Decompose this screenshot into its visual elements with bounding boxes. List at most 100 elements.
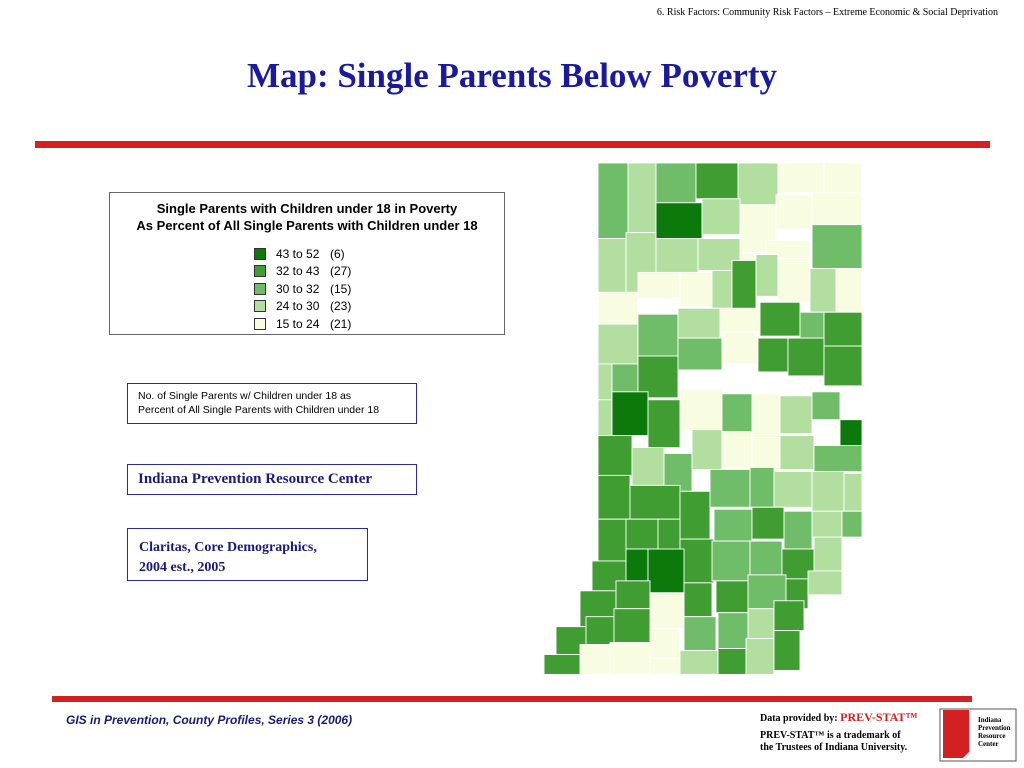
county-shape bbox=[731, 260, 757, 315]
county-shape bbox=[749, 466, 775, 508]
county-shape bbox=[823, 345, 863, 387]
county-shape bbox=[709, 468, 751, 508]
county-shape bbox=[779, 395, 813, 435]
county-shape bbox=[737, 162, 779, 206]
center-name-box: Indiana Prevention Resource Center bbox=[127, 464, 417, 495]
data-provided-label: Data provided by: bbox=[760, 713, 838, 724]
description-box: No. of Single Parents w/ Children under … bbox=[127, 383, 417, 424]
county-shape bbox=[679, 389, 723, 431]
iprc-logo bbox=[939, 708, 1017, 762]
county-shape bbox=[811, 192, 863, 226]
county-shape bbox=[649, 592, 685, 630]
county-shape bbox=[773, 600, 805, 632]
county-shape bbox=[647, 548, 685, 594]
county-shape bbox=[711, 540, 751, 582]
county-shape bbox=[543, 654, 581, 675]
legend-range: 43 to 52 bbox=[276, 246, 320, 261]
top-divider bbox=[35, 141, 990, 148]
county-shape bbox=[807, 570, 843, 596]
county-shape bbox=[773, 630, 801, 671]
county-shape bbox=[649, 658, 681, 675]
county-shape bbox=[715, 580, 749, 614]
county-shape bbox=[799, 311, 825, 339]
county-shape bbox=[625, 518, 659, 550]
county-shape bbox=[647, 399, 681, 448]
legend-item: 30 to 32 (15) bbox=[254, 280, 370, 298]
county-shape bbox=[597, 474, 631, 520]
county-shapes bbox=[543, 162, 863, 675]
description-line: No. of Single Parents w/ Children under … bbox=[138, 390, 352, 402]
header-note: 6. Risk Factors: Community Risk Factors … bbox=[656, 7, 998, 18]
county-shape bbox=[843, 472, 863, 512]
legend-item: 43 to 52 (6) bbox=[254, 245, 370, 263]
bottom-divider bbox=[52, 696, 972, 702]
map-legend: Single Parents with Children under 18 in… bbox=[109, 192, 505, 335]
legend-swatch bbox=[254, 247, 266, 260]
county-shape bbox=[683, 582, 713, 618]
legend-items: 43 to 52 (6) 32 to 43 (27) 30 to 32 (15) 24 to… bbox=[254, 245, 370, 333]
source-line: 2004 est., 2005 bbox=[139, 560, 226, 575]
legend-count: (23) bbox=[330, 299, 352, 314]
county-shape bbox=[775, 194, 813, 230]
county-shape bbox=[751, 437, 781, 470]
county-shape bbox=[835, 267, 863, 313]
description-line: Percent of All Single Parents with Child… bbox=[138, 404, 380, 416]
county-shape bbox=[679, 271, 713, 307]
county-shape bbox=[751, 393, 781, 439]
county-shape bbox=[627, 162, 657, 234]
county-shape bbox=[679, 490, 711, 540]
county-shape bbox=[809, 267, 837, 313]
county-shape bbox=[631, 447, 665, 486]
county-shape bbox=[713, 508, 753, 542]
legend-item: 24 to 30 (23) bbox=[254, 298, 370, 316]
trademark-line: PREV-STAT™ is a trademark of bbox=[760, 730, 901, 741]
county-shape bbox=[701, 198, 741, 236]
legend-swatch bbox=[254, 300, 266, 313]
county-shape bbox=[613, 608, 651, 644]
footer-series: GIS in Prevention, County Profiles, Seri… bbox=[66, 713, 353, 727]
county-shape bbox=[783, 510, 813, 550]
county-shape bbox=[745, 638, 775, 675]
county-shape bbox=[611, 363, 639, 395]
county-shape bbox=[759, 301, 801, 337]
county-shape bbox=[691, 429, 723, 470]
legend-count: (15) bbox=[330, 281, 352, 296]
county-shape bbox=[841, 510, 863, 538]
county-shape bbox=[721, 431, 753, 468]
county-shape bbox=[747, 608, 775, 640]
county-shape bbox=[711, 269, 733, 309]
county-shape bbox=[757, 337, 789, 373]
county-shape bbox=[597, 399, 613, 437]
county-shape bbox=[721, 393, 753, 433]
brand-name: PREV-STAT™ bbox=[840, 710, 918, 724]
county-shape bbox=[777, 258, 811, 303]
county-shape bbox=[591, 560, 627, 592]
logo-text-line: Center bbox=[978, 740, 999, 748]
county-shape bbox=[597, 323, 639, 365]
legend-range: 15 to 24 bbox=[276, 316, 320, 331]
legend-item: 15 to 24 (21) bbox=[254, 315, 370, 333]
legend-item: 32 to 43 (27) bbox=[254, 263, 370, 281]
county-shape bbox=[811, 470, 845, 512]
legend-title: Single Parents with Children under 18 in… bbox=[156, 201, 458, 216]
county-shape bbox=[679, 650, 719, 675]
county-shape bbox=[637, 313, 679, 357]
logo-text: Indiana Prevention Resource Center bbox=[978, 716, 1011, 748]
legend-swatch bbox=[254, 317, 266, 330]
county-shape bbox=[717, 612, 749, 649]
county-shape bbox=[597, 363, 613, 401]
county-shape bbox=[609, 642, 651, 675]
indiana-county-map bbox=[543, 162, 863, 675]
logo-text-line: Prevention bbox=[978, 724, 1011, 732]
data-credit: Data provided by: PREV-STAT™ PREV-STAT™ … bbox=[760, 711, 917, 754]
logo-text-line: Resource bbox=[978, 732, 1006, 740]
legend-range: 30 to 32 bbox=[276, 281, 320, 296]
county-shape bbox=[813, 536, 843, 572]
logo-text-line: Indiana bbox=[978, 716, 1002, 724]
county-shape bbox=[811, 510, 843, 538]
legend-count: (21) bbox=[330, 316, 352, 331]
indiana-state-icon bbox=[943, 710, 969, 758]
county-shape bbox=[719, 307, 761, 333]
county-shape bbox=[777, 162, 825, 194]
county-shape bbox=[677, 307, 721, 339]
